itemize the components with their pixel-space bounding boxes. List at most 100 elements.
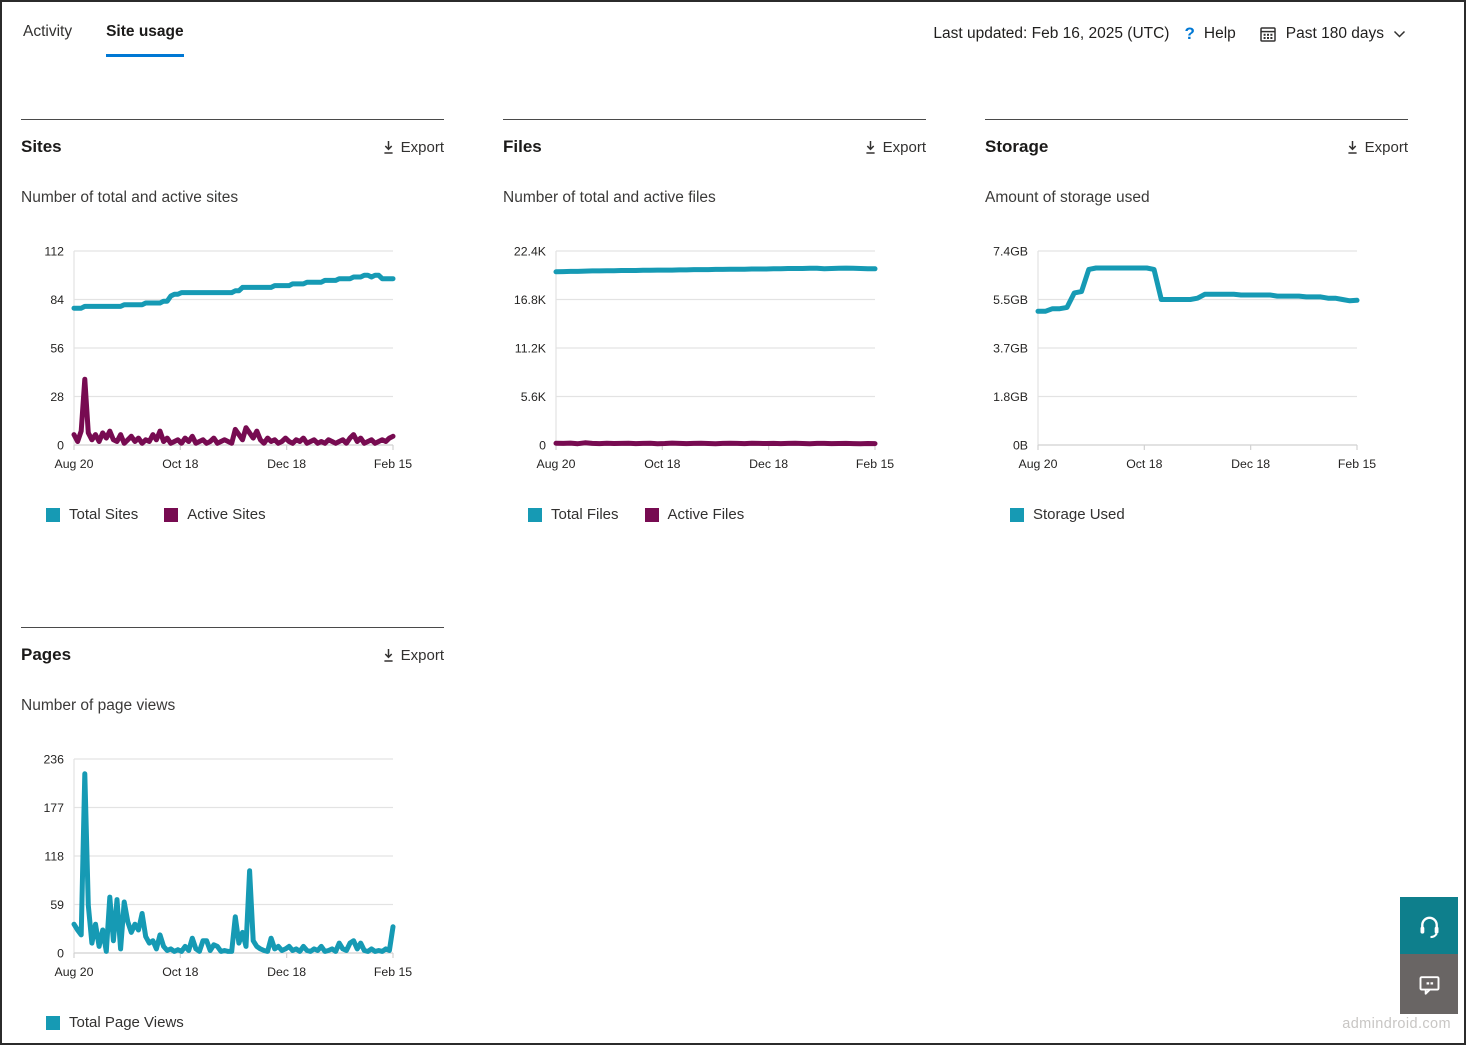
sites-card: Sites Export Number of total and active … (21, 119, 444, 523)
y-tick-label: 5.5GB (993, 293, 1028, 307)
y-tick-label: 11.2K (515, 341, 547, 355)
legend-swatch (164, 507, 179, 522)
y-tick-label: 22.4K (514, 244, 547, 258)
header-meta: Last updated: Feb 16, 2025 (UTC) ? Help … (933, 24, 1406, 44)
y-tick-label: 16.8K (514, 293, 547, 307)
y-tick-label: 0 (57, 438, 64, 452)
report-tabs: Activity Site usage (23, 23, 184, 57)
x-tick-label: Feb 15 (1338, 457, 1376, 471)
export-button-pages[interactable]: Export (382, 647, 444, 664)
y-tick-label: 7.4GB (993, 244, 1028, 258)
export-label: Export (400, 646, 444, 664)
legend-item-total-files[interactable]: Total Files (528, 506, 619, 523)
x-tick-label: Dec 18 (267, 965, 306, 979)
page-header: Activity Site usage Last updated: Feb 16… (2, 2, 1464, 57)
legend-swatch (528, 507, 542, 522)
feedback-button[interactable] (1400, 954, 1458, 1014)
x-tick-label: Oct 18 (162, 457, 198, 471)
series-line-total-sites (71, 272, 396, 311)
y-tick-label: 28 (50, 390, 64, 404)
feedback-speech-bubble-icon (1419, 975, 1439, 995)
y-tick-label: 0 (539, 438, 546, 452)
y-tick-label: 118 (44, 849, 64, 863)
sites-card-title: Sites (21, 137, 62, 156)
files-chart-legend: Total Files Active Files (528, 506, 926, 523)
legend-item-storage-used[interactable]: Storage Used (1010, 506, 1125, 523)
y-tick-label: 84 (50, 293, 64, 307)
series-line-total-page-views (71, 771, 396, 954)
legend-swatch (644, 507, 659, 522)
y-tick-label: 0 (57, 946, 64, 960)
sites-chart-area: 112 84 56 28 0 Aug 20 Oct 18 Dec 18 Feb 15 (21, 233, 444, 490)
legend-label: Total Files (551, 506, 619, 523)
x-tick-label: Feb 15 (374, 457, 412, 471)
legend-item-total-page-views[interactable]: Total Page Views (46, 1014, 184, 1031)
support-headset-button[interactable] (1400, 897, 1458, 954)
storage-chart-legend: Storage Used (1010, 506, 1408, 523)
series-line-active-sites (71, 376, 396, 446)
storage-chart-subtitle: Amount of storage used (985, 189, 1150, 206)
storage-card-title: Storage (985, 137, 1049, 156)
download-icon (866, 140, 875, 154)
y-tick-label: 56 (50, 341, 64, 355)
series-line-storage-used (1035, 265, 1360, 314)
date-range-label: Past 180 days (1285, 25, 1384, 42)
x-tick-label: Feb 15 (374, 965, 412, 979)
storage-chart-area: 7.4GB 5.5GB 3.7GB 1.8GB 0B Aug 20 Oct 18 Dec 18… (985, 233, 1408, 490)
pages-card: Pages Export Number of page views 236 177… (21, 627, 444, 1031)
export-button-storage[interactable]: Export (1346, 139, 1408, 156)
y-tick-label: 3.7GB (993, 341, 1028, 355)
help-button[interactable]: ? Help (1184, 24, 1235, 44)
files-chart-svg: 22.4K 16.8K 11.2K 5.6K 0 Aug 20 Oct 18 Dec 18 Fe… (514, 244, 894, 471)
legend-label: Active Sites (187, 506, 266, 523)
legend-item-total-sites[interactable]: Total Sites (46, 506, 138, 523)
date-range-dropdown[interactable]: Past 180 days (1259, 25, 1406, 43)
tab-activity[interactable]: Activity (23, 23, 73, 40)
export-button-sites[interactable]: Export (382, 139, 444, 156)
x-tick-label: Aug 20 (1019, 457, 1058, 471)
watermark: admindroid.com (1342, 1016, 1451, 1032)
sites-chart-subtitle: Number of total and active sites (21, 189, 239, 206)
legend-item-active-files[interactable]: Active Files (644, 506, 745, 523)
legend-item-active-sites[interactable]: Active Sites (164, 506, 266, 523)
legend-label: Storage Used (1033, 506, 1125, 523)
pages-chart-area: 236 177 118 59 0 Aug 20 Oct 18 Dec 18 Feb 15 (21, 741, 444, 998)
files-card-title: Files (503, 137, 542, 156)
export-label: Export (882, 138, 926, 156)
y-tick-label: 177 (43, 801, 64, 815)
files-chart-area: 22.4K 16.8K 11.2K 5.6K 0 Aug 20 Oct 18 Dec 18 Fe… (503, 233, 926, 490)
export-label: Export (400, 138, 444, 156)
y-tick-label: 0B (1013, 438, 1028, 452)
x-tick-label: Dec 18 (1231, 457, 1270, 471)
pages-chart-subtitle: Number of page views (21, 697, 176, 714)
files-card: Files Export Number of total and active … (503, 119, 926, 523)
files-chart-subtitle: Number of total and active files (503, 189, 716, 206)
pages-card-title: Pages (21, 645, 72, 664)
sites-chart-svg: 112 84 56 28 0 Aug 20 Oct 18 Dec 18 Feb 15 (44, 244, 412, 471)
x-tick-label: Dec 18 (749, 457, 788, 471)
last-updated-text: Last updated: Feb 16, 2025 (UTC) (933, 25, 1170, 42)
legend-label: Active Files (667, 506, 745, 523)
legend-label: Total Page Views (69, 1014, 184, 1031)
y-tick-label: 112 (44, 244, 64, 258)
tab-site-usage[interactable]: Site usage (106, 23, 184, 57)
x-tick-label: Feb 15 (856, 457, 894, 471)
y-tick-label: 5.6K (521, 390, 547, 404)
download-icon (384, 648, 393, 662)
x-tick-label: Oct 18 (644, 457, 680, 471)
x-tick-label: Aug 20 (537, 457, 576, 471)
storage-card: Storage Export Amount of storage used 7.… (985, 119, 1408, 523)
x-tick-label: Oct 18 (1126, 457, 1162, 471)
legend-label: Total Sites (69, 506, 139, 523)
pages-chart-legend: Total Page Views (46, 1014, 444, 1031)
download-icon (1348, 140, 1357, 154)
legend-swatch (1010, 507, 1024, 522)
headset-icon (1420, 916, 1438, 939)
series-line-active-files (553, 440, 878, 447)
export-button-files[interactable]: Export (864, 139, 926, 156)
help-question-icon: ? (1184, 24, 1195, 43)
x-tick-label: Oct 18 (162, 965, 198, 979)
help-label: Help (1203, 25, 1236, 42)
export-label: Export (1364, 138, 1408, 156)
